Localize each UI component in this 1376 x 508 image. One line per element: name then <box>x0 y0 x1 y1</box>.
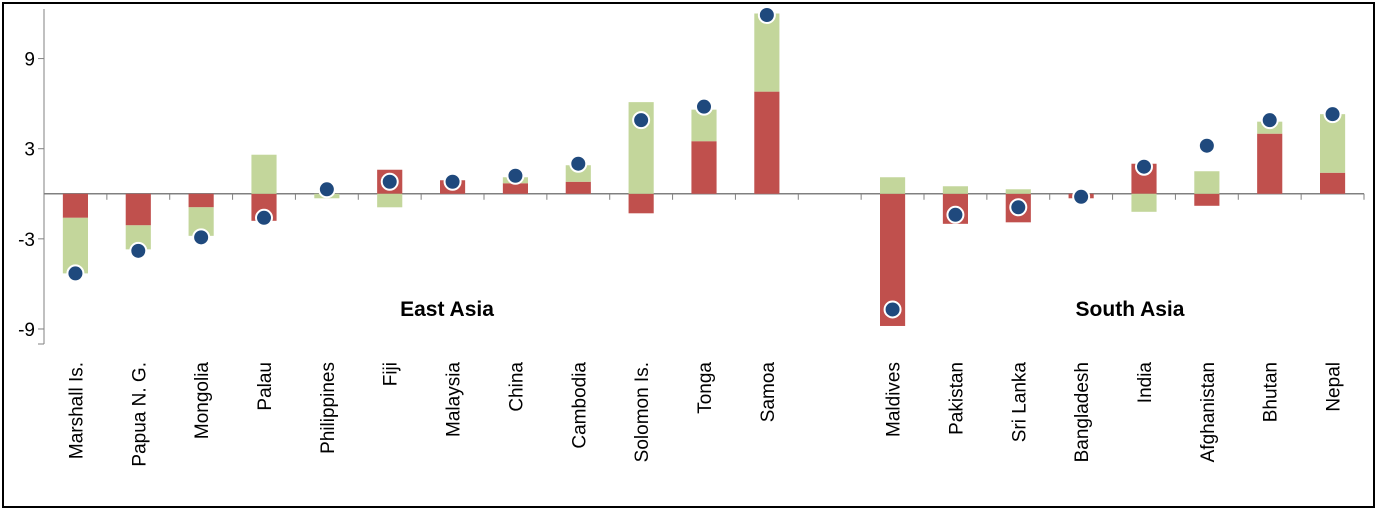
data-point <box>380 172 399 191</box>
bar-segment-1 <box>1257 133 1283 194</box>
bar-segment-1 <box>188 193 214 208</box>
bar-segment-1 <box>1320 172 1346 194</box>
category-label: Tonga <box>695 362 716 414</box>
category-label: Bangladesh <box>1072 362 1093 462</box>
category-label: Nepal <box>1324 362 1345 412</box>
bar-segment-1 <box>125 193 151 226</box>
bar-segment-1 <box>565 181 591 194</box>
data-point <box>569 154 588 173</box>
category-label: Afghanistan <box>1198 362 1219 462</box>
bar-segment-2 <box>377 193 403 208</box>
data-point <box>695 97 713 116</box>
category-label: India <box>1135 362 1156 404</box>
category-label: Sri Lanka <box>1009 362 1030 443</box>
markers <box>66 6 1342 319</box>
bar-segment-2 <box>1194 171 1220 194</box>
data-point <box>757 6 776 25</box>
bar-segment-2 <box>754 13 780 92</box>
bar-segment-2 <box>1320 114 1346 173</box>
bar-segment-1 <box>502 183 528 194</box>
category-label: Papua N. G. <box>129 362 150 467</box>
y-tick-label: 3 <box>24 140 35 161</box>
bar-segment-1 <box>628 193 654 214</box>
category-label: Cambodia <box>569 362 590 449</box>
axes: 9 3 -3 -9 <box>18 9 1365 345</box>
data-point <box>883 300 902 319</box>
chart-svg: 9 3 -3 -9 East Asia South Asia Marshall Is.… <box>18 6 1365 467</box>
category-label: Pakistan <box>946 362 967 435</box>
category-label: Marshall Is. <box>66 362 87 459</box>
data-point <box>1323 105 1342 124</box>
data-point <box>1072 187 1091 206</box>
data-point <box>1260 111 1279 130</box>
category-label: Palau <box>255 362 276 411</box>
group-label-south-asia: South Asia <box>1076 298 1185 321</box>
data-point <box>443 172 462 191</box>
bar-segment-1 <box>754 91 780 194</box>
category-label: Maldives <box>884 362 905 437</box>
data-point <box>1135 157 1153 176</box>
y-tick-label: -9 <box>18 320 35 341</box>
bar-segment-2 <box>62 217 88 274</box>
category-label: China <box>506 362 527 412</box>
group-label-east-asia: East Asia <box>400 298 494 321</box>
category-label: Samoa <box>758 362 779 423</box>
y-tick-label: 9 <box>24 50 35 71</box>
bar-segment-1 <box>1194 193 1220 206</box>
bar-segment-2 <box>942 186 968 194</box>
category-label: Philippines <box>318 362 339 454</box>
bar-segment-2 <box>880 177 906 194</box>
y-tick-label: -3 <box>18 230 35 251</box>
labels: East Asia South Asia Marshall Is. Papua N… <box>66 298 1344 467</box>
category-label: Malaysia <box>444 362 465 437</box>
bar-segment-2 <box>1131 193 1157 212</box>
data-point <box>1197 136 1216 155</box>
data-point <box>632 111 651 130</box>
category-label: Bhutan <box>1261 362 1282 422</box>
data-point <box>506 166 525 185</box>
data-point <box>317 180 336 199</box>
bar-segment-1 <box>691 141 717 194</box>
data-point <box>129 241 148 260</box>
data-point <box>66 264 85 283</box>
data-point <box>192 228 211 247</box>
bar-segment-2 <box>251 154 277 194</box>
bars <box>62 13 1346 326</box>
bar-segment-2 <box>1005 189 1031 194</box>
data-point <box>255 208 273 227</box>
category-label: Mongolia <box>192 362 213 440</box>
data-point <box>946 205 965 224</box>
category-label: Solomon Is. <box>632 362 653 462</box>
bar-segment-1 <box>62 193 88 218</box>
category-label: Fiji <box>381 362 402 386</box>
data-point <box>1009 198 1028 217</box>
